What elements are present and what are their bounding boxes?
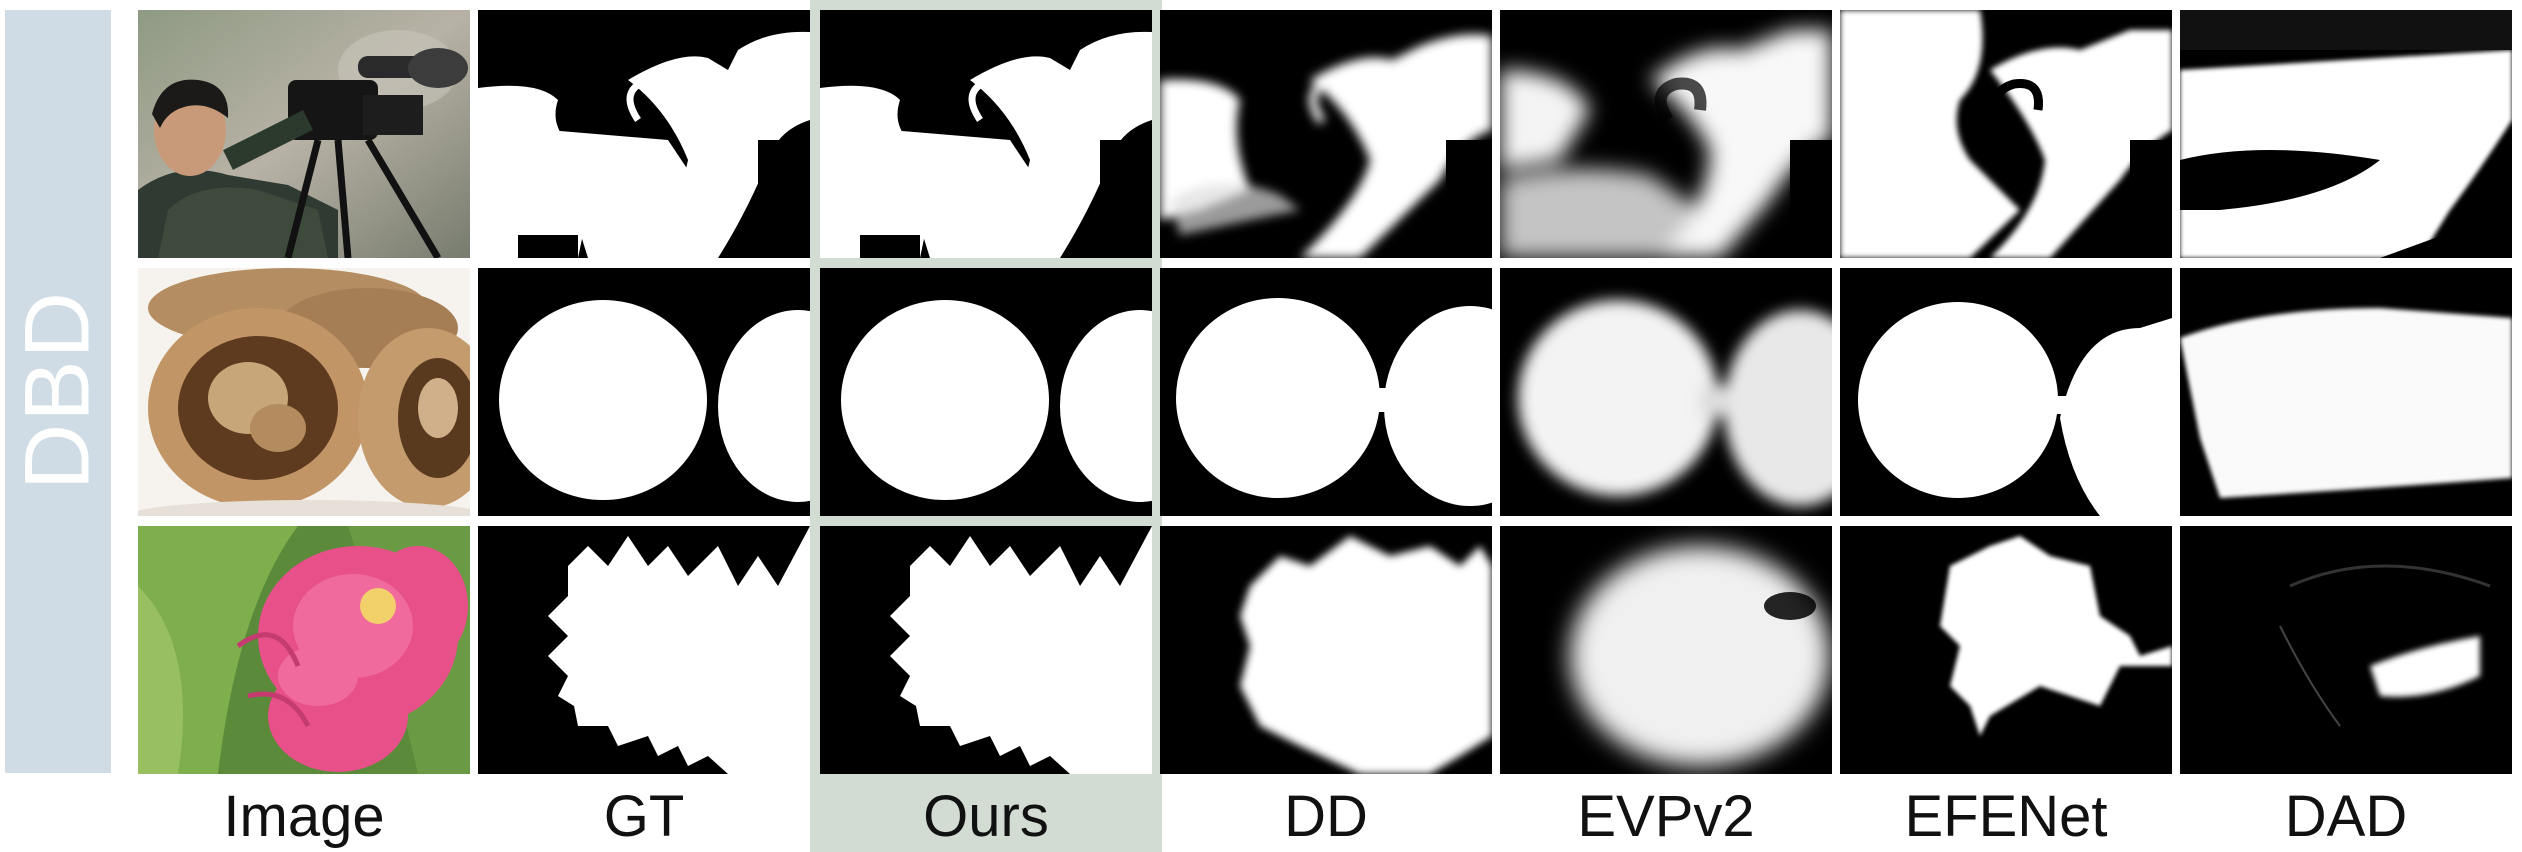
- row2-evpv2-mask: [1500, 268, 1832, 516]
- row2-efenet-mask: [1840, 268, 2172, 516]
- col-label-evpv2: EVPv2: [1577, 784, 1755, 849]
- side-band: [5, 10, 111, 773]
- row3-dad-mask: [2180, 526, 2512, 774]
- col-label-dad: DAD: [2284, 784, 2408, 849]
- row3-evpv2-mask: [1500, 526, 1832, 774]
- row2-gt-mask: [478, 268, 810, 516]
- row3-dd-mask: [1160, 526, 1492, 774]
- col-label-dd: DD: [1284, 784, 1368, 849]
- row1-dad-mask: [2180, 10, 2512, 258]
- row1-efenet-mask: [1840, 10, 2172, 258]
- col-label-efenet: EFENet: [1904, 784, 2108, 849]
- dataset-label: DBD: [6, 289, 109, 491]
- row2-dd-mask: [1160, 268, 1492, 516]
- col-label-image: Image: [223, 784, 385, 849]
- row2-ours-mask: [820, 268, 1152, 516]
- row1-image: [138, 10, 470, 258]
- row1-ours-mask: [820, 10, 1152, 258]
- row1-gt-mask: [478, 10, 810, 258]
- row1-dd-mask: [1160, 10, 1492, 258]
- col-label-gt: GT: [603, 784, 685, 849]
- col-label-ours: Ours: [923, 784, 1049, 849]
- row3-ours-mask: [820, 526, 1152, 774]
- row2-dad-mask: [2180, 268, 2512, 516]
- row2-image: [138, 268, 470, 516]
- row1-evpv2-mask: [1500, 10, 1832, 258]
- row3-efenet-mask: [1840, 526, 2172, 774]
- row3-gt-mask: [478, 526, 810, 774]
- row3-image: [138, 526, 470, 774]
